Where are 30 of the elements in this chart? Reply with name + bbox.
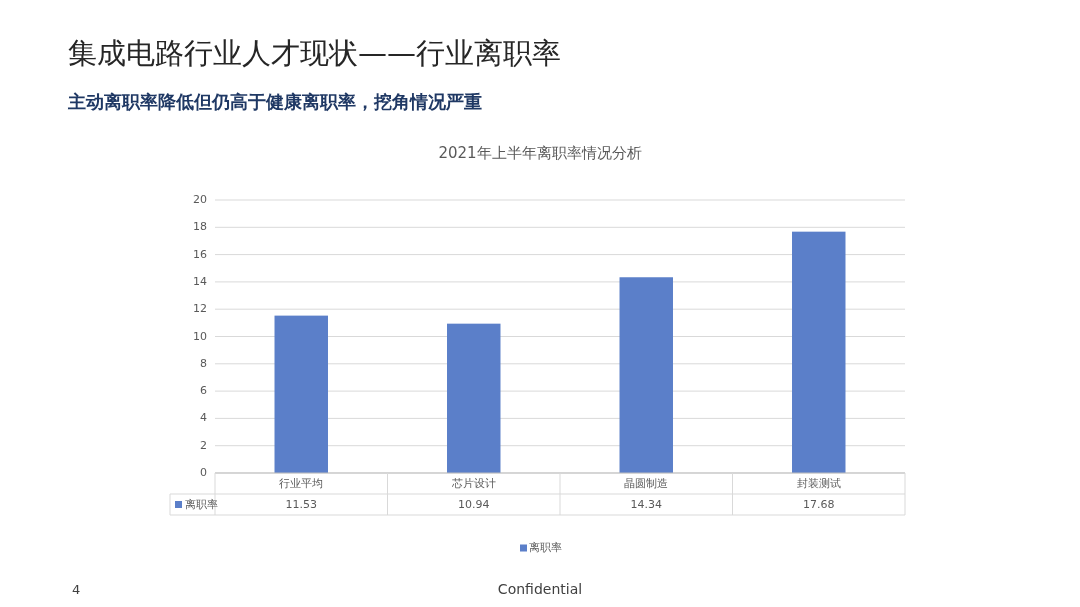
y-tick-label: 0 [200, 466, 207, 479]
bar [792, 231, 846, 473]
y-tick-label: 10 [193, 329, 207, 343]
x-tick-label: 封装测试 [796, 476, 841, 490]
x-tick-label: 晶圆制造 [624, 476, 669, 490]
y-tick-label: 16 [193, 247, 207, 261]
y-tick-label: 14 [193, 274, 207, 288]
data-label: 14.34 [630, 497, 662, 511]
y-tick-label: 6 [200, 384, 207, 398]
text: 2021年上半年离职率情况分析 [438, 143, 642, 162]
text: 4 [72, 581, 81, 597]
y-tick-label: 12 [193, 302, 207, 316]
chart-subtitle: 主动离职率降低但仍高于健康离职率，挖角情况严重 [67, 91, 482, 112]
legend-label: 离职率 [185, 497, 218, 511]
text: Confidential [497, 581, 583, 597]
data-label: 10.94 [458, 497, 490, 511]
bar [447, 323, 501, 473]
y-tick-label: 2 [200, 438, 207, 452]
data-label: 17.68 [803, 497, 835, 511]
x-tick-label: 芯片设计 [450, 476, 496, 490]
y-tick-label: 4 [200, 411, 207, 425]
x-tick-label: 行业平均 [279, 476, 324, 490]
y-tick-label: 20 [193, 193, 207, 206]
bar [274, 315, 328, 473]
legend-item: 离职率 [520, 541, 562, 554]
chart-title: 集成电路行业人才现状——行业离职率 [68, 36, 561, 70]
y-tick-label: 8 [200, 356, 207, 370]
data-label: 11.53 [285, 497, 317, 511]
y-tick-label: 18 [193, 220, 207, 234]
bar [619, 277, 673, 473]
